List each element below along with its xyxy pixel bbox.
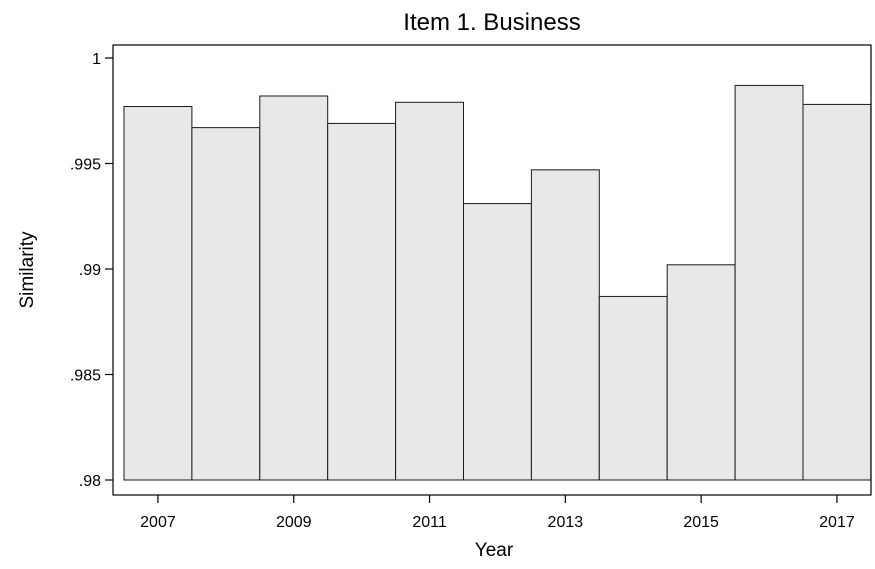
bar-2010: [327, 122, 397, 481]
bar-2014: [598, 295, 668, 481]
bar-2009: [259, 95, 329, 481]
bars-layer: [123, 84, 872, 481]
chart-title: Item 1. Business: [403, 9, 580, 36]
y-axis-label: Similarity: [17, 231, 38, 309]
bar-2011: [395, 101, 465, 481]
bar-2015: [666, 264, 736, 481]
x-tick-label: 2013: [548, 514, 584, 531]
bar-2017: [802, 103, 872, 481]
plot-frame: [112, 44, 872, 496]
x-tick-label: 2009: [276, 514, 312, 531]
y-tick-label: 1: [92, 51, 101, 68]
bar-2008: [191, 127, 261, 481]
y-tick-label: .995: [70, 157, 101, 174]
x-axis: 2007 2009 2011 2013 2015 2017: [140, 495, 855, 531]
bar-2007: [123, 106, 193, 481]
y-tick-label: .985: [70, 368, 101, 385]
y-axis: .98 .985 .99 .995 1: [70, 51, 113, 490]
x-tick-label: 2011: [412, 514, 447, 531]
y-tick-label: .98: [79, 473, 101, 490]
bar-2013: [530, 169, 600, 481]
x-tick-label: 2015: [683, 514, 719, 531]
x-axis-label: Year: [475, 540, 514, 561]
x-tick-label: 2007: [140, 514, 176, 531]
bar-2012: [463, 203, 532, 481]
y-tick-label: .99: [79, 262, 101, 279]
x-tick-label: 2017: [819, 514, 855, 531]
bar-2016: [734, 84, 804, 481]
